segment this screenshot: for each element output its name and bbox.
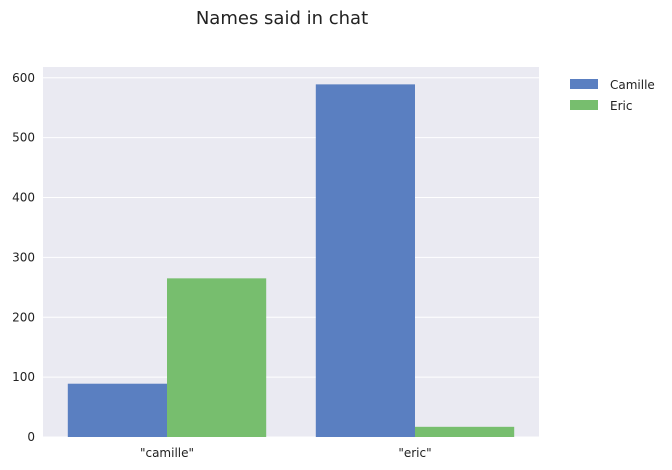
bar-camille-1 [315,84,415,437]
chart-title: Names said in chat [196,8,368,29]
y-tick-label: 200 [12,310,35,324]
legend-swatch-camille [570,79,598,89]
legend-label-eric: Eric [610,99,632,113]
gridlines [43,77,539,438]
x-axis: "camille" "eric" [140,446,432,460]
y-tick-label: 500 [12,131,35,145]
x-tick-label: "camille" [140,446,194,460]
bars [67,84,515,437]
legend-swatch-eric [570,100,598,110]
y-tick-label: 100 [12,370,35,384]
bar-eric-0 [167,278,267,437]
y-axis: 0 100 200 300 400 500 600 [12,71,35,444]
y-tick-label: 0 [27,430,35,444]
y-tick-label: 300 [12,250,35,264]
legend-label-camille: Camille [610,78,655,92]
bar-eric-1 [415,426,515,437]
x-tick-label: "eric" [398,446,431,460]
y-tick-label: 600 [12,71,35,85]
y-tick-label: 400 [12,191,35,205]
legend: Camille Eric [570,78,655,113]
bar-camille-0 [67,383,167,437]
plot-area [43,67,539,437]
